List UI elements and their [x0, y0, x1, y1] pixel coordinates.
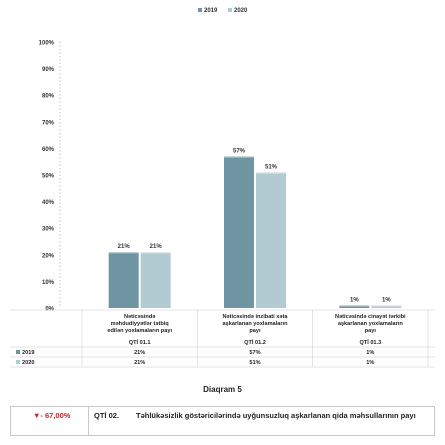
category-code: QTİ 01.2 [244, 339, 266, 346]
table-value: 1% [366, 350, 374, 356]
table-row-swatch [16, 360, 20, 364]
category-label: aşkarlanan yoxlamaların [223, 321, 289, 327]
indicator-code: QTİ 02. [94, 411, 120, 420]
chart-caption: Diaqram 5 [203, 385, 242, 394]
data-label: 51% [265, 164, 278, 170]
y-tick-label: 70% [42, 120, 55, 126]
legend-swatch [228, 8, 232, 12]
bar-chart: 0% 10% 20% 30% 40% 50% 60% 70% 80% 90% 100% 2019 202… [10, 8, 435, 368]
bar-highlight [256, 172, 286, 174]
bar-highlight [224, 156, 254, 158]
y-tick-label: 10% [42, 280, 55, 286]
table-row-label: 2019 [22, 350, 34, 356]
bar [339, 305, 370, 308]
y-tick-label: 90% [42, 67, 55, 73]
legend-label: 2019 [204, 8, 218, 14]
y-tick-label: 80% [42, 94, 55, 100]
table-value: 57% [249, 350, 260, 356]
legend-label: 2020 [234, 8, 248, 14]
y-tick-label: 40% [42, 200, 55, 206]
change-percent: ▼- 67,00% [11, 407, 89, 435]
data-label: 1% [350, 297, 359, 303]
table-row-swatch [16, 350, 20, 354]
legend-swatch [198, 8, 202, 12]
y-tick-label: 30% [42, 227, 55, 233]
bar [224, 156, 254, 308]
y-tick-label: 20% [42, 253, 55, 259]
category-label: Nəticəsində cinayət tərkibi [335, 314, 406, 320]
table-value: 21% [134, 350, 145, 356]
bar [371, 305, 402, 308]
table-value: 1% [366, 360, 374, 366]
category-label: Nəticəsində inzibati xəta [223, 314, 289, 320]
category-label: edilən yoxlamaların payı [107, 328, 172, 334]
table-value: 21% [134, 360, 145, 366]
y-tick-label: 60% [42, 147, 55, 153]
category-label: Nəticəsində [124, 314, 155, 320]
data-label: 21% [150, 244, 163, 250]
y-tick-label: 50% [42, 174, 55, 180]
bar [108, 252, 139, 308]
indicator-title: Təhlükəsizlik göstəricilərində uyğunsuzl… [136, 411, 416, 420]
category-label: payı [249, 328, 261, 334]
data-label: 1% [382, 297, 391, 303]
category-code: QTİ 01.3 [359, 339, 381, 346]
data-label: 21% [118, 244, 131, 250]
indicator-footer: ▼- 67,00% QTİ 02. Təhlükəsizlik göstəric… [10, 406, 435, 436]
table-row-label: 2020 [22, 360, 34, 366]
category-code: QTİ 01.1 [129, 339, 151, 346]
data-label: 57% [233, 148, 246, 154]
bar-highlight [108, 252, 139, 254]
bar [140, 252, 171, 308]
bar-highlight [371, 305, 402, 307]
y-tick-label: 100% [39, 41, 55, 47]
y-tick-label: 0% [45, 307, 54, 313]
bar [256, 172, 286, 308]
category-label: aşkarlanan yoxlamaların [338, 321, 404, 327]
bar-highlight [339, 305, 370, 307]
bar-highlight [140, 252, 171, 254]
category-label: məhdudiyyətlər tətbiq [111, 321, 170, 327]
table-value: 51% [249, 360, 260, 366]
category-label: payı [365, 328, 377, 334]
